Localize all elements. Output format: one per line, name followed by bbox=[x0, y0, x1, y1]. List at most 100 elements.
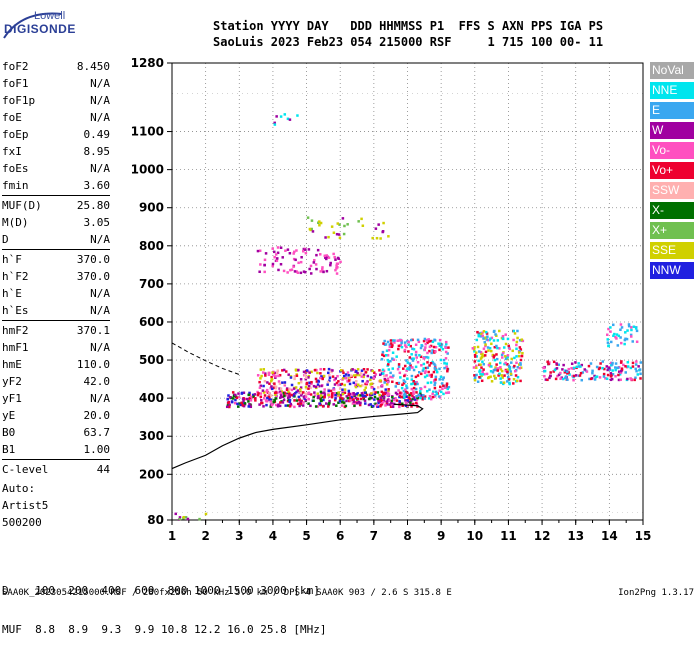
echo-point bbox=[198, 517, 201, 521]
echo-point bbox=[387, 388, 390, 391]
echo-point bbox=[351, 368, 354, 371]
echo-point bbox=[368, 397, 371, 401]
echo-point bbox=[237, 395, 241, 399]
echo-point bbox=[489, 337, 492, 341]
echo-point bbox=[259, 395, 263, 399]
echo-point bbox=[403, 348, 407, 352]
echo-point bbox=[391, 375, 394, 379]
echo-point bbox=[359, 372, 363, 375]
param-label: foF1p bbox=[2, 94, 36, 107]
echo-point bbox=[235, 396, 239, 400]
echo-point bbox=[270, 379, 273, 383]
echo-point bbox=[292, 265, 295, 268]
header-row-1: Station YYYY DAY DDD HHMMSS P1 FFS S AXN… bbox=[213, 19, 604, 33]
echo-point bbox=[383, 339, 386, 343]
echo-point bbox=[334, 258, 337, 261]
echo-point bbox=[259, 368, 263, 371]
echo-point bbox=[433, 395, 436, 399]
param-row: h`E N/A bbox=[2, 285, 110, 302]
echo-point bbox=[518, 346, 522, 349]
echo-point bbox=[419, 396, 422, 400]
echo-point bbox=[274, 376, 277, 379]
echo-point bbox=[259, 392, 263, 395]
param-label: MUF(D) bbox=[2, 199, 42, 212]
echo-point bbox=[381, 230, 384, 234]
x-tick-label: 3 bbox=[235, 529, 243, 543]
echo-point bbox=[228, 405, 231, 409]
param-value: 370.0 bbox=[76, 270, 110, 283]
echo-point bbox=[591, 369, 594, 373]
echo-point bbox=[364, 386, 368, 389]
echo-point bbox=[382, 221, 385, 225]
echo-point bbox=[386, 391, 390, 395]
echo-point bbox=[232, 394, 236, 398]
echo-point bbox=[263, 258, 267, 262]
echo-point bbox=[477, 334, 481, 338]
echo-point bbox=[348, 396, 352, 400]
echo-point bbox=[316, 248, 320, 252]
echo-point bbox=[609, 326, 612, 329]
param-separator bbox=[2, 320, 110, 321]
echo-point bbox=[313, 391, 316, 394]
echo-point bbox=[404, 404, 408, 408]
echo-point bbox=[362, 375, 365, 379]
echo-point bbox=[298, 404, 301, 408]
echo-point bbox=[411, 397, 414, 401]
echo-point bbox=[311, 230, 315, 233]
param-label: h`E bbox=[2, 287, 22, 300]
echo-point bbox=[343, 388, 347, 391]
echo-point bbox=[400, 341, 403, 345]
echo-point bbox=[358, 403, 362, 407]
echo-point bbox=[564, 375, 568, 378]
echo-point bbox=[310, 227, 313, 231]
echo-point bbox=[337, 233, 341, 236]
echo-point bbox=[404, 401, 408, 405]
echo-point bbox=[445, 382, 449, 385]
echo-point bbox=[316, 395, 320, 398]
parameter-panel: foF2 8.450 foF1 N/A foF1p N/A foE N/A foEp 0.49 fx… bbox=[2, 58, 110, 478]
echo-point bbox=[316, 383, 320, 386]
echo-point bbox=[504, 361, 507, 365]
echo-point bbox=[419, 372, 423, 376]
echo-point bbox=[410, 338, 413, 342]
echo-point bbox=[485, 338, 488, 341]
param-row: foF1p N/A bbox=[2, 92, 110, 109]
echo-point bbox=[226, 397, 230, 401]
echo-point bbox=[402, 367, 405, 370]
echo-point bbox=[480, 355, 484, 359]
echo-point bbox=[473, 376, 477, 379]
echo-point bbox=[483, 372, 486, 376]
echo-point bbox=[312, 399, 315, 403]
echo-point bbox=[304, 385, 308, 389]
echo-point bbox=[385, 403, 389, 406]
echo-point bbox=[515, 379, 519, 383]
echo-point bbox=[283, 394, 286, 398]
echo-point bbox=[482, 330, 486, 333]
echo-point bbox=[570, 362, 574, 365]
echo-point bbox=[241, 403, 244, 407]
echo-point bbox=[337, 401, 340, 404]
echo-point bbox=[234, 398, 237, 402]
echo-point bbox=[273, 382, 276, 385]
echo-point bbox=[265, 400, 268, 403]
echo-point bbox=[270, 385, 273, 388]
echo-point bbox=[391, 396, 394, 399]
echo-point bbox=[473, 360, 477, 363]
echo-point bbox=[434, 350, 437, 353]
echo-point bbox=[359, 397, 363, 401]
echo-point bbox=[381, 393, 385, 396]
echo-point bbox=[434, 375, 438, 379]
param-row: h`F2 370.0 bbox=[2, 268, 110, 285]
echo-point bbox=[315, 368, 318, 372]
echo-point bbox=[489, 370, 493, 373]
echo-point bbox=[397, 363, 401, 366]
echo-point bbox=[337, 383, 340, 387]
echo-point bbox=[279, 262, 283, 266]
echo-point bbox=[546, 360, 549, 364]
echo-point bbox=[317, 384, 321, 388]
param-row: fmin 3.60 bbox=[2, 177, 110, 194]
echo-point bbox=[321, 266, 324, 269]
echo-point bbox=[346, 396, 350, 400]
echo-point bbox=[424, 342, 428, 346]
echo-point bbox=[435, 392, 439, 396]
